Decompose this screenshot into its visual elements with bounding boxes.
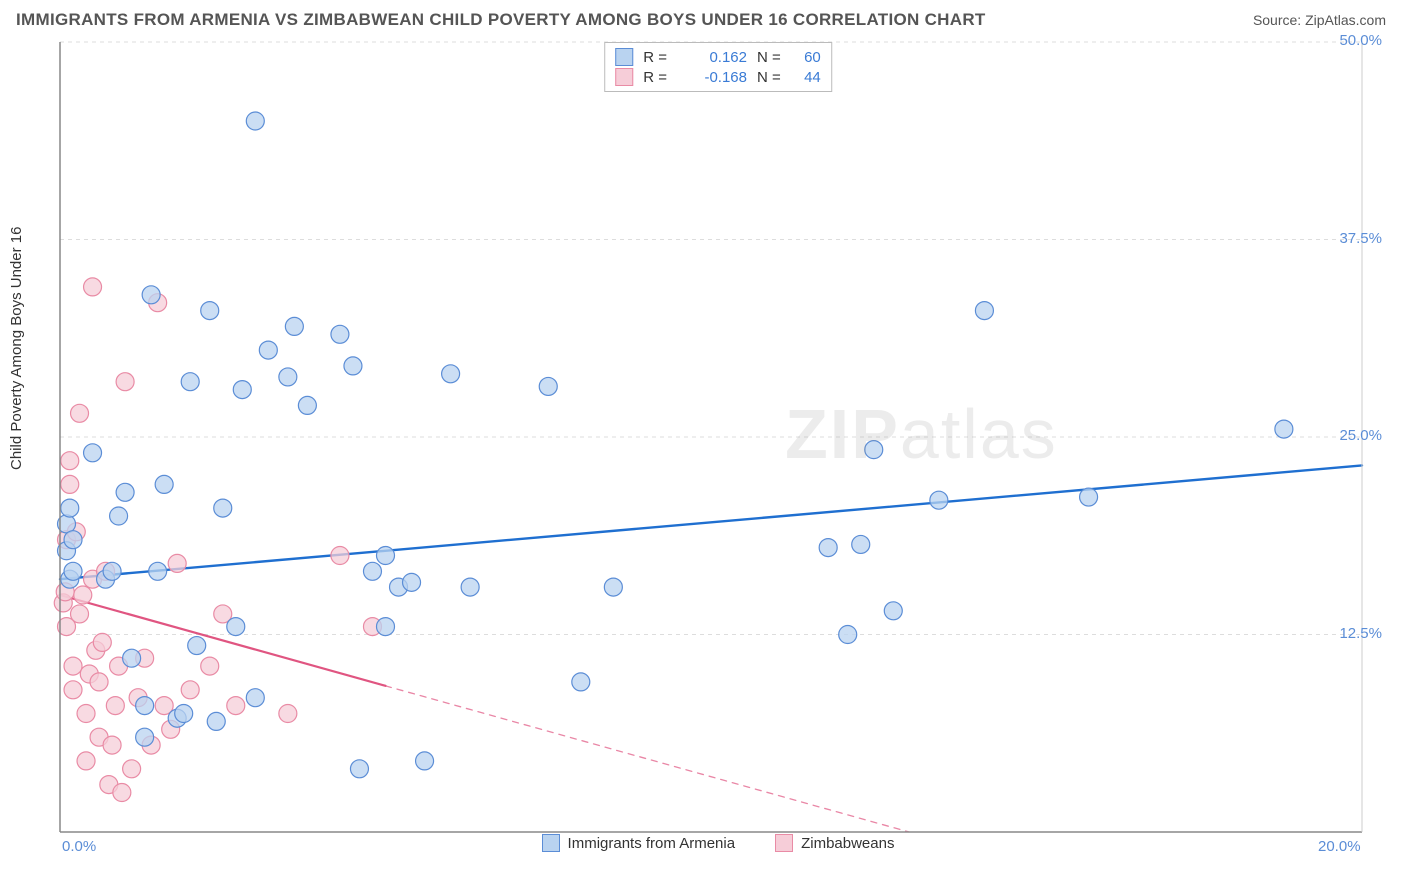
legend-label: Immigrants from Armenia bbox=[568, 835, 736, 852]
y-tick-label: 12.5% bbox=[1339, 625, 1382, 642]
source-name: ZipAtlas.com bbox=[1305, 12, 1386, 28]
legend-swatch bbox=[775, 834, 793, 852]
series-swatch bbox=[615, 48, 633, 66]
correlation-legend-box: R = 0.162 N = 60 R = -0.168 N = 44 bbox=[604, 42, 832, 92]
y-tick-label: 37.5% bbox=[1339, 230, 1382, 247]
series-swatch bbox=[615, 68, 633, 86]
watermark-light: atlas bbox=[900, 395, 1058, 473]
r-label: R = bbox=[643, 69, 667, 86]
n-label: N = bbox=[757, 69, 781, 86]
corr-row: R = 0.162 N = 60 bbox=[615, 47, 821, 67]
y-axis-label: Child Poverty Among Boys Under 16 bbox=[8, 227, 25, 470]
y-tick-label: 50.0% bbox=[1339, 32, 1382, 49]
legend-item: Immigrants from Armenia bbox=[542, 834, 736, 852]
legend-label: Zimbabweans bbox=[801, 835, 894, 852]
legend-item: Zimbabweans bbox=[775, 834, 894, 852]
watermark-bold: ZIP bbox=[785, 395, 900, 473]
corr-row: R = -0.168 N = 44 bbox=[615, 67, 821, 87]
watermark-text: ZIPatlas bbox=[785, 394, 1058, 474]
chart-area: R =0.162N =60R =-0.168N =44 ZIPatlas Imm… bbox=[48, 38, 1388, 848]
scatter-plot-svg bbox=[48, 38, 1388, 838]
legend-swatch bbox=[542, 834, 560, 852]
source-attribution: Source: ZipAtlas.com bbox=[1253, 12, 1386, 28]
r-value: 0.162 bbox=[677, 49, 747, 66]
r-label: R = bbox=[643, 49, 667, 66]
x-tick-label: 20.0% bbox=[1318, 838, 1361, 855]
r-value: -0.168 bbox=[677, 69, 747, 86]
n-label: N = bbox=[757, 49, 781, 66]
source-prefix: Source: bbox=[1253, 12, 1305, 28]
x-tick-label: 0.0% bbox=[62, 838, 96, 855]
chart-title: IMMIGRANTS FROM ARMENIA VS ZIMBABWEAN CH… bbox=[16, 10, 986, 30]
n-value: 60 bbox=[791, 49, 821, 66]
n-value: 44 bbox=[791, 69, 821, 86]
legend-bottom: Immigrants from Armenia Zimbabweans bbox=[48, 834, 1388, 852]
y-tick-label: 25.0% bbox=[1339, 427, 1382, 444]
